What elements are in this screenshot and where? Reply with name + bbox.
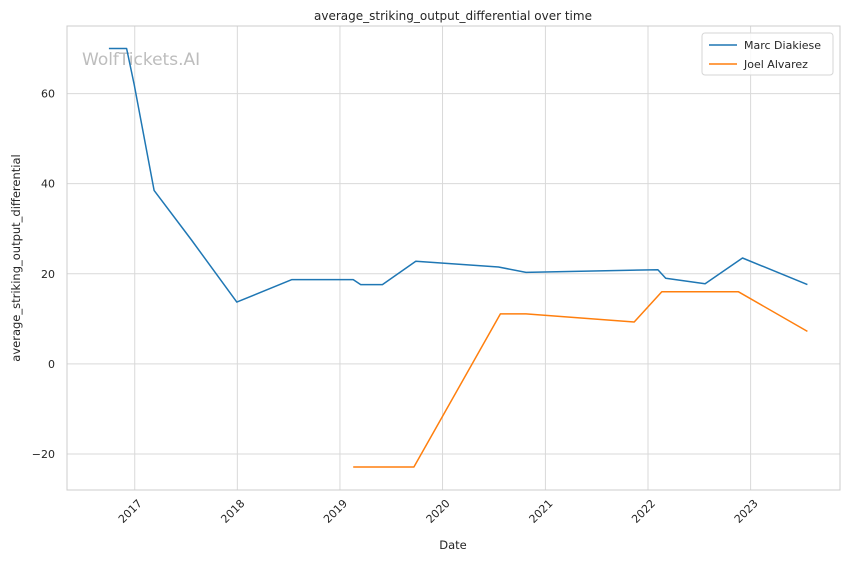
plot-frame (66, 25, 841, 491)
x-tick-labels: 2017 2018 2019 2020 2021 2022 2023 (116, 497, 761, 526)
legend-label-joel-alvarez: Joel Alvarez (743, 58, 808, 71)
x-tick-label: 2023 (732, 497, 761, 526)
x-axis-title: Date (439, 538, 467, 552)
y-tick-label: 20 (41, 268, 55, 281)
x-tick-label: 2020 (424, 497, 453, 526)
y-tick-label: −20 (32, 448, 55, 461)
series-lines (108, 47, 808, 468)
legend: Marc Diakiese Joel Alvarez (701, 32, 834, 76)
watermark-text: WolfTickets.AI (82, 50, 200, 70)
y-tick-label: 60 (41, 88, 55, 101)
y-tick-label: 0 (48, 358, 55, 371)
x-tick-label: 2018 (218, 497, 247, 526)
x-tick-label: 2019 (321, 497, 350, 526)
series-line-joel-alvarez (353, 291, 808, 468)
y-tick-label: 40 (41, 178, 55, 191)
x-tick-label: 2021 (527, 497, 556, 526)
series-line-marc-diakiese (108, 47, 808, 303)
grid-lines (67, 26, 840, 490)
y-axis-title: average_striking_output_differential (9, 154, 23, 361)
chart-title: average_striking_output_differential ove… (314, 9, 592, 23)
y-tick-labels: −20 0 20 40 60 (32, 88, 55, 461)
legend-label-marc-diakiese: Marc Diakiese (744, 39, 821, 52)
x-tick-label: 2022 (629, 497, 658, 526)
x-tick-label: 2017 (116, 497, 145, 526)
